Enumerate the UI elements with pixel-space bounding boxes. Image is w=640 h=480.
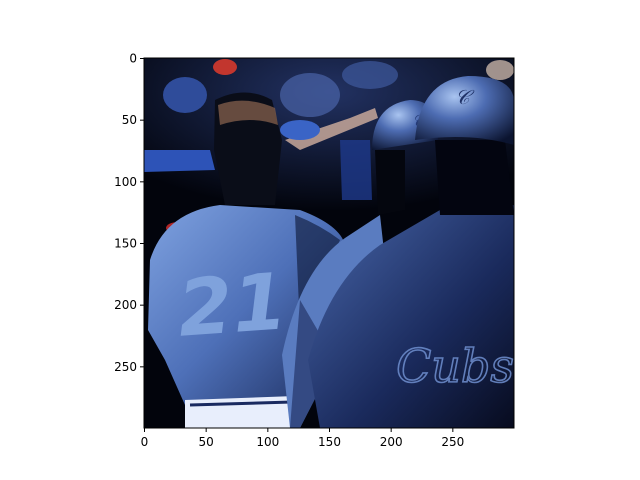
player-21-pants <box>185 396 295 428</box>
x-tick-label: 100 <box>256 435 279 449</box>
y-axis: 0 50 100 150 200 250 <box>114 52 144 374</box>
middle-player-neck <box>375 150 405 215</box>
player-21-hair <box>218 100 278 125</box>
crowd-figure <box>163 77 207 113</box>
crowd-figure <box>280 73 340 117</box>
x-tick-label: 200 <box>380 435 403 449</box>
x-tick-label: 0 <box>141 435 149 449</box>
x-tick-label: 150 <box>318 435 341 449</box>
x-axis: 0 50 100 150 200 250 <box>141 428 464 449</box>
crowd-red-cap <box>213 59 237 75</box>
jersey-number: 21 <box>175 257 290 354</box>
y-tick-label: 200 <box>114 298 137 312</box>
y-tick-label: 0 <box>129 52 137 66</box>
crowd-figure <box>486 60 514 80</box>
y-tick-label: 50 <box>122 113 137 127</box>
right-player-neck <box>435 140 514 215</box>
y-tick-label: 150 <box>114 237 137 251</box>
y-tick-label: 100 <box>114 175 137 189</box>
outstretched-arm <box>144 150 215 172</box>
right-player-helmet <box>415 76 514 145</box>
raised-hand <box>285 108 378 150</box>
jersey-script: Cubs <box>396 339 514 393</box>
crowd-helmet <box>280 120 320 140</box>
crowd-figure <box>340 140 372 200</box>
x-tick-label: 50 <box>199 435 214 449</box>
x-tick-label: 250 <box>441 435 464 449</box>
photo: 21 𝒞 𝒞 Cubs <box>144 58 514 428</box>
crowd-figure <box>342 61 398 89</box>
right-player-jersey <box>308 205 514 428</box>
belt <box>189 400 293 407</box>
y-tick-label: 250 <box>114 360 137 374</box>
